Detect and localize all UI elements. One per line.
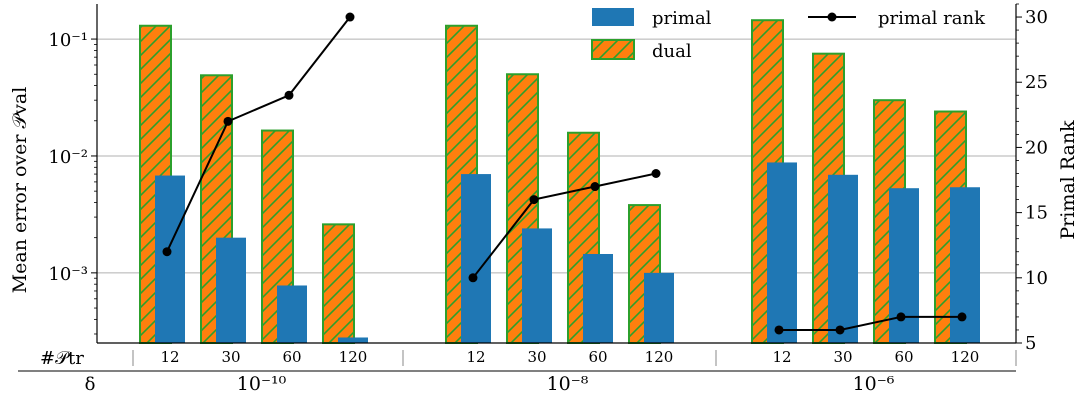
primal-bar — [216, 237, 246, 343]
category-label: 12 — [160, 348, 179, 366]
primal-bar — [583, 253, 613, 343]
category-label: 120 — [645, 348, 674, 366]
category-label: 60 — [894, 348, 913, 366]
legend-rank-marker — [827, 12, 837, 22]
right-tick-label: 25 — [1025, 72, 1048, 93]
primal-rank-line — [779, 315, 962, 331]
left-tick-label: 10⁻² — [48, 147, 88, 168]
category-label: 60 — [282, 348, 301, 366]
primal-bar — [277, 285, 307, 343]
primal-rank-marker — [896, 312, 906, 322]
primal-rank-marker — [774, 325, 784, 335]
legend-dual-swatch — [591, 39, 635, 60]
dual-bar — [322, 223, 355, 344]
category-label: 120 — [951, 348, 980, 366]
primal-rank-marker — [957, 312, 967, 322]
primal-rank-marker — [223, 116, 233, 126]
primal-rank-line — [166, 16, 351, 253]
right-tick-label: 5 — [1025, 333, 1036, 354]
primal-bar — [767, 162, 797, 343]
primal-rank-marker — [345, 12, 355, 22]
delta-group-label: 10⁻¹⁰ — [237, 373, 287, 395]
row-label-delta: δ — [85, 374, 96, 395]
left-tick-label: 10⁻¹ — [48, 30, 88, 51]
rank-lines — [162, 12, 967, 335]
primal-bar — [522, 228, 552, 343]
primal-rank-marker — [651, 169, 661, 178]
legend-rank-label: primal rank — [878, 8, 986, 29]
right-axis-ticks: 5 10 15 20 25 30 — [1016, 3, 1048, 354]
category-label: 30 — [833, 348, 852, 366]
primal-rank-marker — [162, 247, 172, 257]
primal-rank-marker — [529, 195, 539, 205]
primal-bar — [155, 175, 185, 343]
delta-group-label: 10⁻⁸ — [547, 373, 589, 395]
primal-bar — [828, 174, 858, 343]
delta-group-label: 10⁻⁶ — [853, 373, 895, 395]
row-label-p: #𝒫tr — [40, 348, 84, 369]
right-tick-label: 20 — [1025, 137, 1048, 158]
legend: primal dual primal rank — [591, 8, 986, 62]
legend-primal-swatch — [592, 8, 634, 26]
right-tick-label: 10 — [1025, 268, 1048, 289]
right-tick-label: 30 — [1025, 7, 1048, 28]
primal-bar — [338, 337, 368, 343]
category-label: 30 — [221, 348, 240, 366]
category-label: 12 — [466, 348, 485, 366]
x-axis: 12 30 60 120 10⁻¹⁰ 12 30 60 120 10⁻⁸ 12 30 60 120 10⁻⁶… — [18, 348, 1017, 395]
legend-primal-label: primal — [652, 8, 712, 29]
legend-dual-label: dual — [652, 41, 692, 62]
category-label: 60 — [588, 348, 607, 366]
left-tick-label: 10⁻³ — [48, 264, 88, 285]
primal-rank-marker — [468, 273, 478, 283]
y-axis-label-right: Primal Rank — [1057, 120, 1079, 240]
category-label: 12 — [772, 348, 791, 366]
primal-rank-marker — [835, 325, 845, 335]
y-axis-label-left: Mean error over 𝒫val — [9, 87, 31, 294]
right-tick-label: 15 — [1025, 203, 1048, 224]
left-axis-ticks: 10⁻¹ 10⁻² 10⁻³ — [48, 30, 97, 335]
primal-bar — [461, 174, 491, 343]
primal-bar — [644, 272, 674, 343]
primal-rank-marker — [590, 182, 600, 192]
primal-rank-marker — [284, 90, 294, 100]
primal-rank-line — [472, 172, 657, 279]
bars — [139, 19, 980, 345]
gridlines — [97, 38, 1016, 274]
category-label: 30 — [527, 348, 546, 366]
category-label: 120 — [339, 348, 368, 366]
